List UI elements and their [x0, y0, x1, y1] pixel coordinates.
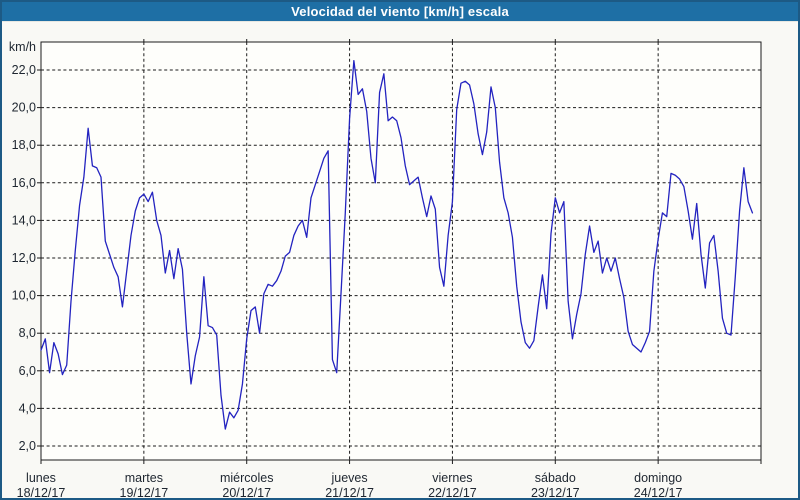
- day-date-label: 19/12/17: [120, 486, 169, 498]
- day-name-label: viernes: [432, 471, 472, 485]
- y-tick-label: 14,0: [12, 213, 36, 227]
- day-date-label: 22/12/17: [428, 486, 477, 498]
- y-tick-label: 18,0: [12, 138, 36, 152]
- y-tick-label: 6,0: [19, 364, 36, 378]
- title-bar[interactable]: Velocidad del viento [km/h] escala: [2, 2, 798, 22]
- day-date-label: 21/12/17: [325, 486, 374, 498]
- y-tick-label: 2,0: [19, 439, 36, 453]
- y-tick-label: 20,0: [12, 101, 36, 115]
- day-name-label: lunes: [26, 471, 56, 485]
- day-date-label: 24/12/17: [634, 486, 683, 498]
- day-name-label: jueves: [331, 471, 368, 485]
- day-name-label: miércoles: [220, 471, 274, 485]
- y-tick-label: 4,0: [19, 401, 36, 415]
- y-tick-label: 12,0: [12, 251, 36, 265]
- day-name-label: domingo: [634, 471, 682, 485]
- panel-title: Velocidad del viento [km/h] escala: [291, 4, 509, 19]
- day-date-label: 23/12/17: [531, 486, 580, 498]
- day-name-label: martes: [125, 471, 163, 485]
- day-date-label: 18/12/17: [17, 486, 66, 498]
- y-tick-label: 22,0: [12, 63, 36, 77]
- y-tick-label: 8,0: [19, 326, 36, 340]
- y-tick-label: 16,0: [12, 176, 36, 190]
- day-name-label: sábado: [535, 471, 576, 485]
- plot-frame: [40, 41, 762, 461]
- day-date-label: 20/12/17: [222, 486, 271, 498]
- y-tick-label: 10,0: [12, 289, 36, 303]
- y-axis-unit-label: km/h: [9, 40, 36, 54]
- wind-speed-line: [40, 59, 754, 430]
